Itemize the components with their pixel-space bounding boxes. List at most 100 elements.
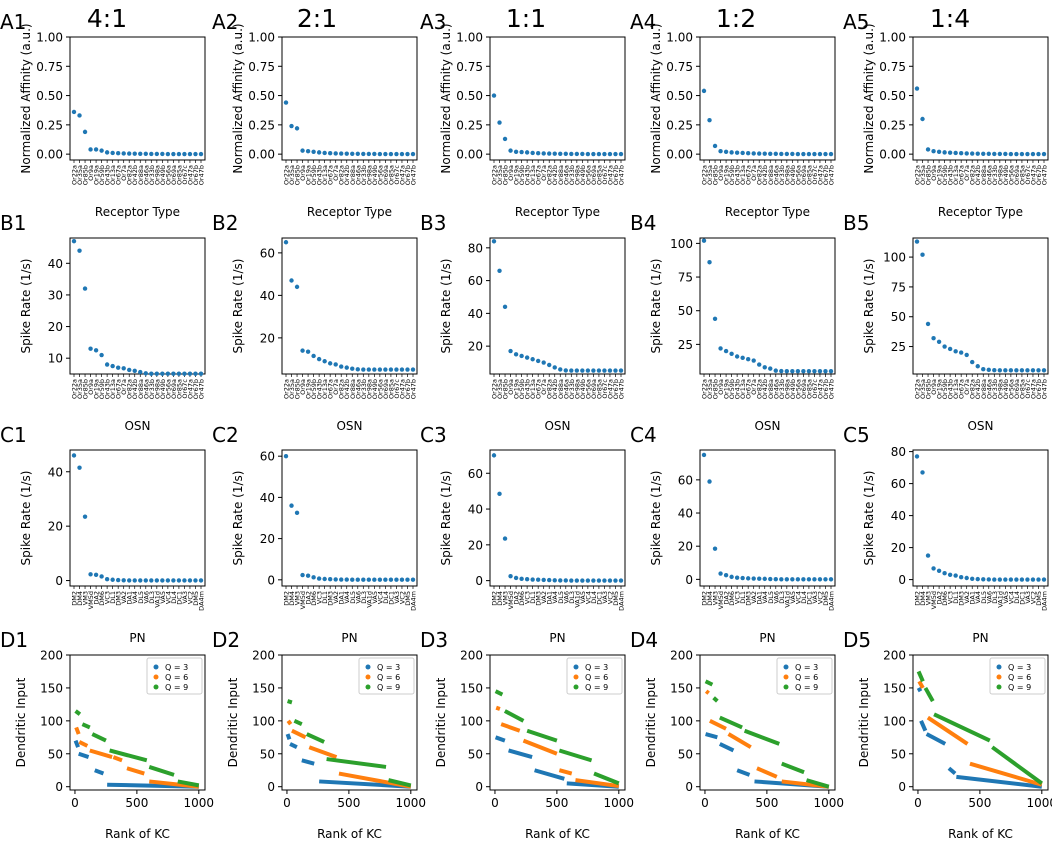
panel-label: B5	[843, 211, 869, 235]
data-point	[344, 365, 349, 370]
x-tick-label: VA4	[974, 591, 982, 604]
x-tick-label: VC3	[316, 591, 324, 604]
data-point	[530, 357, 535, 362]
x-tick-label: Or82a	[756, 379, 764, 399]
x-tick-label: Or88a	[349, 379, 357, 399]
x-tick-label: Or33b	[568, 379, 576, 399]
data-point	[176, 151, 182, 157]
y-axis-label: Spike Rate (1/s)	[231, 471, 245, 566]
x-tick-label: Or98a	[365, 165, 373, 185]
data-point	[958, 350, 964, 355]
x-tick-label: Or13a	[109, 165, 117, 185]
x-tick-label: Or49b	[371, 165, 379, 185]
x-axis-label: PN	[129, 631, 145, 645]
x-tick-label: Or43b	[104, 165, 112, 185]
data-point	[143, 578, 148, 583]
x-tick-label: Or49b	[1002, 379, 1010, 399]
legend-label: Q = 9	[1008, 683, 1031, 692]
x-tick-label: Or47a	[606, 165, 614, 185]
panel-label: B2	[212, 211, 238, 235]
x-tick-label: Or35a	[496, 165, 504, 185]
x-tick-label: Or22a	[491, 165, 499, 185]
x-tick-label: Or56a	[584, 165, 592, 185]
data-point	[563, 368, 568, 373]
y-tick-label: 40	[468, 307, 483, 321]
data-point	[541, 577, 546, 583]
data-point	[344, 577, 349, 582]
x-tick-label: VA5	[789, 591, 797, 604]
x-tick-label: Or67c	[811, 165, 819, 185]
x-tick-label: Or43b	[316, 165, 324, 185]
x-tick-label: Or49b	[789, 379, 797, 399]
x-tick-label: Or46a	[142, 379, 150, 399]
y-tick-label: 20	[891, 541, 906, 555]
data-point	[779, 577, 784, 582]
y-tick-label: 100	[670, 714, 693, 728]
data-point	[71, 453, 77, 458]
column-title-3: 1:1	[506, 4, 546, 33]
y-tick-label: 0.50	[879, 89, 906, 103]
data-point	[920, 116, 925, 122]
data-point	[115, 365, 121, 370]
x-tick-label: Or47b	[618, 379, 626, 399]
x-tick-label: DL1	[109, 591, 117, 604]
column-title-5: 1:4	[930, 4, 970, 33]
data-point	[970, 576, 975, 581]
legend-label: Q = 6	[585, 673, 608, 682]
legend: Q = 3Q = 6Q = 9	[566, 657, 623, 695]
x-tick-label: Or47b	[1041, 165, 1049, 185]
x-tick-label: Or88a	[557, 165, 565, 185]
x-tick-label: Or69a	[1013, 165, 1021, 185]
y-tick-label: 60	[260, 450, 275, 464]
data-point	[289, 278, 294, 283]
x-tick-label: Or49b	[789, 165, 797, 185]
x-tick-label: DL5	[349, 591, 357, 604]
x-tick-label: Or82a	[338, 165, 346, 185]
data-point	[1008, 151, 1014, 157]
panel-c5: C5 0 20 40 60 80 Spike Rate (1/s) DM2DM4VM3VM5d…	[843, 423, 1049, 645]
x-tick-label: Or85b	[925, 165, 933, 185]
data-segment	[916, 686, 923, 693]
x-tick-label: DM6	[98, 591, 106, 606]
x-tick-label: Or33b	[360, 165, 368, 185]
x-tick-label: Or42b	[974, 379, 982, 399]
data-point	[187, 578, 193, 583]
data-point	[497, 120, 502, 125]
x-tick-label: VM3	[82, 591, 90, 605]
data-segment	[148, 765, 175, 777]
data-point	[953, 150, 958, 156]
x-axis-label: OSN	[544, 419, 570, 433]
legend-label: Q = 9	[585, 683, 608, 692]
data-point	[958, 575, 964, 580]
plot-frame	[281, 654, 418, 791]
data-point	[350, 151, 355, 156]
x-tick-label: VA5	[579, 591, 587, 604]
data-point	[773, 151, 778, 156]
y-tick-label: 200	[252, 649, 275, 663]
x-tick-label: Or59b	[518, 165, 526, 185]
data-point	[93, 348, 99, 353]
data-point	[366, 367, 372, 372]
x-tick-label: Or98a	[996, 165, 1004, 185]
x-tick-label: Or35a	[919, 165, 927, 185]
data-point	[182, 578, 187, 583]
x-tick-label: Or67a	[327, 165, 335, 185]
x-tick-label: Or9a	[717, 165, 725, 181]
x-tick-label: Or56a	[794, 379, 802, 399]
x-tick-label: Or67c	[181, 165, 189, 185]
data-point	[322, 359, 327, 364]
data-point	[143, 151, 148, 156]
x-tick-label: VA3	[181, 591, 189, 604]
y-axis-label: Normalized Affinity (a.u.)	[19, 23, 33, 173]
x-tick-label: DL3	[360, 591, 368, 604]
x-tick-label: DL1	[739, 591, 747, 604]
x-tick-label: Or19a	[305, 165, 313, 185]
panel-label: B1	[0, 211, 26, 235]
data-point	[740, 575, 745, 581]
data-point	[751, 576, 756, 581]
x-tick-label: 0	[491, 796, 499, 810]
data-point	[530, 150, 535, 156]
x-tick-label: Or85a	[387, 165, 395, 185]
